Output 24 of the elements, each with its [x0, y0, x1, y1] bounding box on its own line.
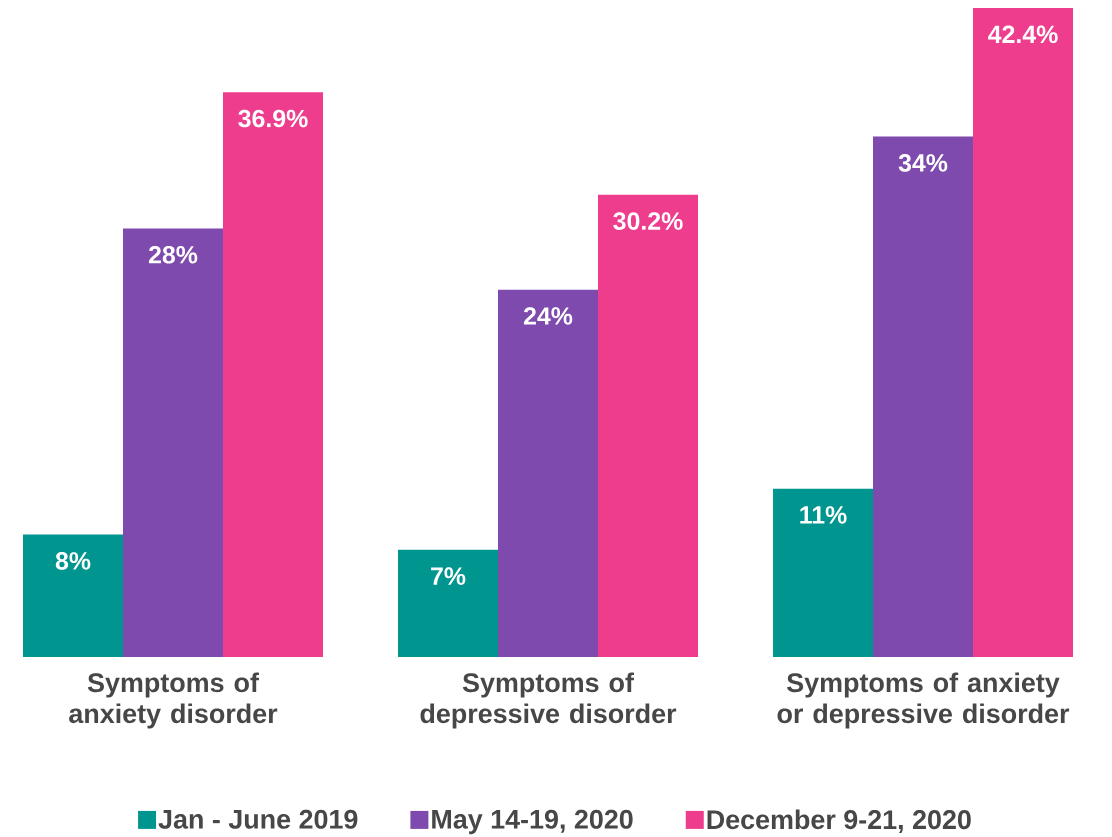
bar	[973, 8, 1074, 657]
data-label: 24%	[523, 307, 573, 325]
bar	[498, 289, 598, 657]
bar	[598, 194, 698, 657]
bar	[773, 488, 873, 657]
legend-label: May 14-19, 2020	[432, 809, 633, 835]
x-tick-label: Symptoms of anxiety or depressive disorder	[777, 672, 1070, 729]
legend-label: December 9-21, 2020	[707, 809, 971, 834]
data-label: 7%	[431, 567, 466, 585]
legend-label: Jan - June 2019	[158, 809, 358, 829]
bar	[23, 534, 123, 657]
bar	[123, 228, 223, 657]
data-label: 30.2%	[613, 212, 683, 230]
data-label: 11%	[800, 506, 847, 524]
data-label: 42.4%	[988, 25, 1058, 44]
bar	[873, 136, 974, 657]
data-label: 28%	[148, 245, 198, 264]
x-tick-label: Symptoms of depressive disorder	[420, 672, 677, 729]
data-label: 34%	[898, 154, 948, 172]
x-tick-label: Symptoms of anxiety disorder	[69, 672, 278, 729]
bar	[223, 92, 323, 657]
bar	[398, 549, 498, 657]
data-label: 36.9%	[238, 109, 308, 128]
data-label: 8%	[55, 552, 91, 570]
